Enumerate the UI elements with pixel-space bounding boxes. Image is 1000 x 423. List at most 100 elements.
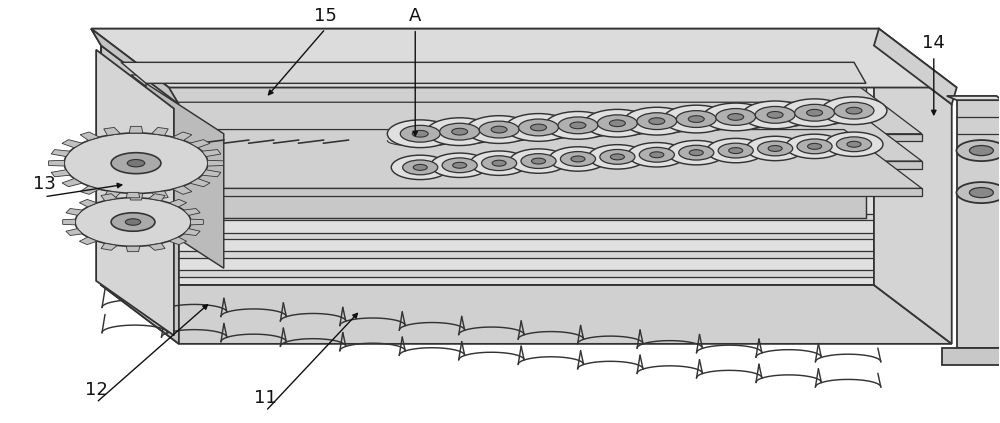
Circle shape <box>716 109 756 125</box>
Circle shape <box>111 153 161 174</box>
Polygon shape <box>202 170 221 177</box>
Text: 11: 11 <box>254 390 277 407</box>
Polygon shape <box>234 285 330 316</box>
Circle shape <box>676 111 716 127</box>
Circle shape <box>558 117 598 134</box>
Circle shape <box>718 143 753 158</box>
Polygon shape <box>51 150 70 157</box>
Polygon shape <box>209 134 922 141</box>
Circle shape <box>834 102 874 119</box>
Polygon shape <box>169 199 187 207</box>
Polygon shape <box>465 285 561 317</box>
Circle shape <box>628 143 686 167</box>
Circle shape <box>767 112 783 118</box>
Polygon shape <box>126 246 140 252</box>
Circle shape <box>650 152 664 158</box>
Circle shape <box>746 136 804 161</box>
Circle shape <box>729 148 743 154</box>
Text: 12: 12 <box>85 381 108 399</box>
Text: 15: 15 <box>314 7 337 25</box>
Polygon shape <box>101 46 179 344</box>
Circle shape <box>391 155 449 180</box>
Polygon shape <box>104 191 120 199</box>
Circle shape <box>532 158 546 164</box>
Polygon shape <box>291 285 388 316</box>
Circle shape <box>649 118 665 124</box>
Polygon shape <box>169 237 187 244</box>
Polygon shape <box>957 100 1000 348</box>
Circle shape <box>768 146 782 151</box>
Circle shape <box>597 115 637 132</box>
Polygon shape <box>131 102 922 161</box>
Circle shape <box>637 113 677 129</box>
Circle shape <box>427 118 493 146</box>
Circle shape <box>703 103 769 131</box>
Polygon shape <box>190 219 203 225</box>
Circle shape <box>466 115 532 143</box>
Circle shape <box>758 141 793 156</box>
Polygon shape <box>91 29 879 46</box>
Polygon shape <box>101 285 952 344</box>
Polygon shape <box>49 160 65 166</box>
Polygon shape <box>121 62 866 83</box>
Circle shape <box>795 104 835 121</box>
Polygon shape <box>101 251 874 258</box>
Circle shape <box>403 160 438 175</box>
Circle shape <box>956 182 1000 203</box>
Polygon shape <box>176 285 273 315</box>
Circle shape <box>956 140 1000 161</box>
Polygon shape <box>91 29 957 88</box>
Circle shape <box>412 130 428 137</box>
Circle shape <box>571 156 585 162</box>
Circle shape <box>470 151 528 176</box>
Circle shape <box>782 99 847 126</box>
Polygon shape <box>104 127 120 135</box>
Text: 14: 14 <box>922 34 945 52</box>
Polygon shape <box>811 285 908 320</box>
Polygon shape <box>101 243 117 250</box>
Circle shape <box>825 132 883 157</box>
Polygon shape <box>349 285 446 316</box>
Circle shape <box>111 213 155 231</box>
Polygon shape <box>407 285 504 317</box>
Circle shape <box>560 151 596 166</box>
Polygon shape <box>80 132 99 140</box>
Circle shape <box>400 125 440 142</box>
Polygon shape <box>91 29 179 104</box>
Circle shape <box>482 156 517 170</box>
Polygon shape <box>146 83 866 218</box>
Polygon shape <box>131 129 922 188</box>
Polygon shape <box>101 214 874 220</box>
Circle shape <box>506 114 571 141</box>
Circle shape <box>431 153 489 178</box>
Circle shape <box>786 134 844 159</box>
Polygon shape <box>63 219 76 225</box>
Circle shape <box>679 145 714 160</box>
Text: A: A <box>409 7 421 25</box>
Circle shape <box>584 110 650 137</box>
Polygon shape <box>580 285 677 319</box>
Polygon shape <box>874 46 952 344</box>
Polygon shape <box>183 228 200 236</box>
Circle shape <box>755 107 795 123</box>
Polygon shape <box>129 126 143 133</box>
Circle shape <box>125 219 141 225</box>
Polygon shape <box>942 348 1000 365</box>
Circle shape <box>521 154 556 168</box>
Polygon shape <box>101 46 952 104</box>
Circle shape <box>969 146 993 156</box>
Polygon shape <box>173 132 192 140</box>
Circle shape <box>688 115 704 122</box>
Circle shape <box>807 110 823 116</box>
Polygon shape <box>209 161 922 169</box>
Polygon shape <box>152 127 168 135</box>
Polygon shape <box>149 243 165 250</box>
Polygon shape <box>149 194 165 201</box>
Circle shape <box>452 128 468 135</box>
Circle shape <box>821 97 887 124</box>
Circle shape <box>64 133 208 193</box>
Polygon shape <box>66 209 83 215</box>
Polygon shape <box>190 140 210 148</box>
Circle shape <box>549 147 607 171</box>
Circle shape <box>600 149 635 164</box>
